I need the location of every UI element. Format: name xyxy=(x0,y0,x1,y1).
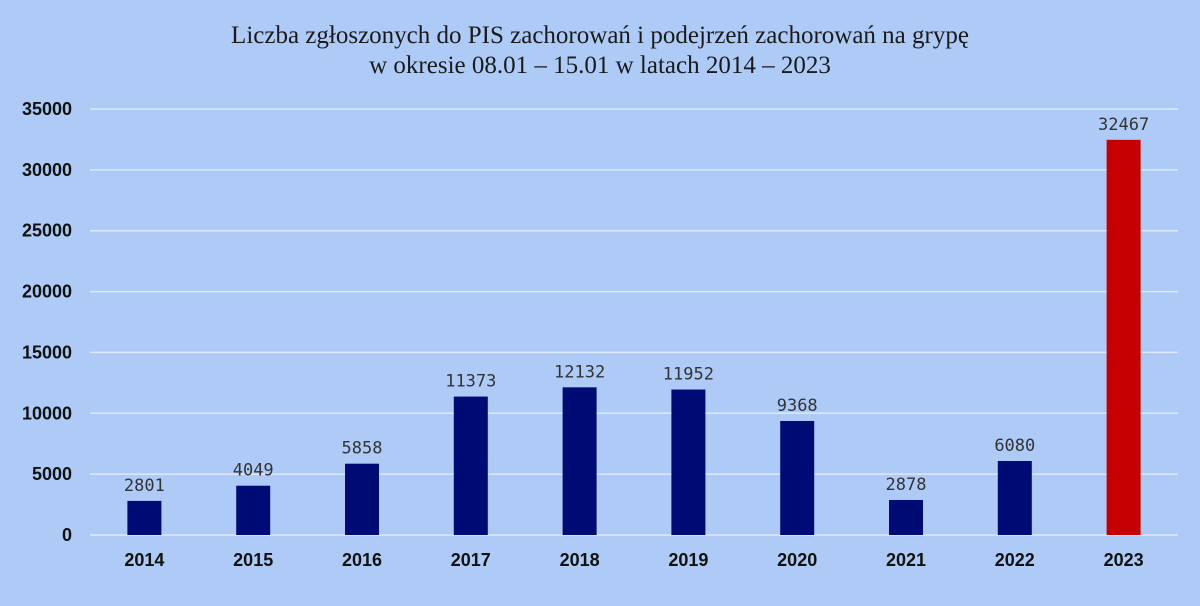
bar xyxy=(671,389,706,535)
y-tick-label: 20000 xyxy=(22,282,72,302)
bar xyxy=(780,420,815,535)
bar xyxy=(236,485,271,535)
y-tick-label: 10000 xyxy=(22,403,72,423)
x-tick-label: 2019 xyxy=(668,550,708,570)
data-label: 2878 xyxy=(886,475,927,495)
y-tick-label: 0 xyxy=(62,525,72,545)
data-label: 6080 xyxy=(994,436,1035,456)
x-tick-label: 2018 xyxy=(560,550,600,570)
x-tick-label: 2020 xyxy=(777,550,817,570)
chart-title: Liczba zgłoszonych do PIS zachorowań i p… xyxy=(231,22,969,49)
bar xyxy=(127,500,162,535)
data-label: 11952 xyxy=(663,365,714,385)
data-label: 9368 xyxy=(777,396,818,416)
bar xyxy=(1106,139,1141,535)
y-tick-label: 15000 xyxy=(22,342,72,362)
y-tick-label: 30000 xyxy=(22,160,72,180)
bar xyxy=(562,387,597,535)
data-label: 2801 xyxy=(124,476,165,496)
x-tick-label: 2015 xyxy=(233,550,273,570)
bar xyxy=(889,499,923,535)
x-tick-label: 2014 xyxy=(124,550,164,570)
data-label: 5858 xyxy=(342,439,383,459)
x-tick-label: 2022 xyxy=(995,550,1035,570)
data-label: 12132 xyxy=(554,362,605,382)
x-tick-label: 2017 xyxy=(451,550,491,570)
y-tick-label: 5000 xyxy=(32,464,72,484)
x-tick-label: 2023 xyxy=(1104,550,1144,570)
chart-subtitle: w okresie 08.01 – 15.01 w latach 2014 – … xyxy=(369,52,831,79)
bar xyxy=(997,460,1032,535)
x-tick-label: 2016 xyxy=(342,550,382,570)
data-label: 32467 xyxy=(1098,115,1149,135)
x-tick-label: 2021 xyxy=(886,550,926,570)
data-label: 11373 xyxy=(445,372,496,392)
y-tick-label: 25000 xyxy=(22,221,72,241)
bar xyxy=(453,396,488,535)
data-label: 4049 xyxy=(233,461,274,481)
bar xyxy=(345,463,379,535)
y-tick-label: 35000 xyxy=(22,99,72,119)
